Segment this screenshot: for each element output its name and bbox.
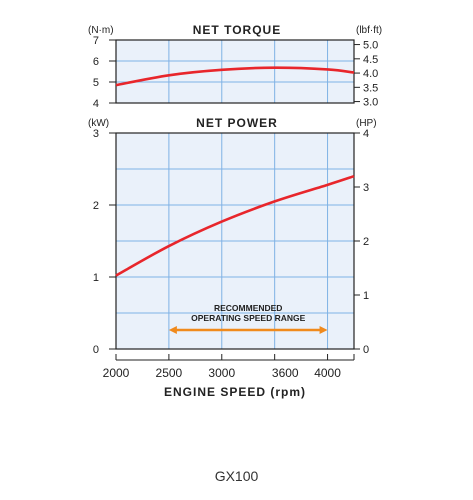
torque-right-tick-label: 5.0 xyxy=(363,40,378,52)
torque-left-tick-label: 4 xyxy=(93,98,99,110)
power-left-tick-label: 2 xyxy=(93,200,99,212)
torque-right-tick-label: 4.0 xyxy=(363,68,378,80)
x-tick-label: 4000 xyxy=(314,366,341,380)
torque-left-tick-label: 5 xyxy=(93,77,99,89)
torque-left-unit: (N·m) xyxy=(88,25,114,36)
torque-right-unit: (lbf·ft) xyxy=(356,25,382,36)
power-curve xyxy=(115,174,355,277)
operating-range-arrowhead-right xyxy=(319,326,328,334)
x-tick-label: 3600 xyxy=(272,366,299,380)
power-left-tick-label: 3 xyxy=(93,128,99,140)
power-title: NET POWER xyxy=(196,116,278,130)
power-right-tick-label: 2 xyxy=(363,236,369,248)
x-tick-label: 2500 xyxy=(156,366,183,380)
power-right-tick-label: 3 xyxy=(363,182,369,194)
model-label: GX100 xyxy=(214,468,259,484)
torque-title: NET TORQUE xyxy=(193,23,281,37)
torque-plot-area xyxy=(116,40,354,103)
x-tick-label: 2000 xyxy=(103,366,130,380)
torque-left-tick-label: 6 xyxy=(93,56,99,68)
torque-right-tick-label: 3.0 xyxy=(363,97,378,109)
annotation-line1: RECOMMENDED xyxy=(214,303,282,313)
power-right-unit: (HP) xyxy=(356,118,377,129)
torque-left-tick-label: 7 xyxy=(93,35,99,47)
power-left-tick-label: 0 xyxy=(93,344,99,356)
power-right-tick-label: 1 xyxy=(363,290,369,302)
operating-range-arrowhead-left xyxy=(168,326,177,334)
power-left-unit: (kW) xyxy=(88,118,109,129)
torque-right-tick-label: 4.5 xyxy=(363,54,378,66)
annotation-line2: OPERATING SPEED RANGE xyxy=(191,313,305,323)
power-left-tick-label: 1 xyxy=(93,272,99,284)
power-right-tick-label: 0 xyxy=(363,344,369,356)
power-right-tick-label: 4 xyxy=(363,128,369,140)
torque-right-tick-label: 3.5 xyxy=(363,82,378,94)
x-axis-label: ENGINE SPEED (rpm) xyxy=(164,385,306,399)
torque-curve xyxy=(115,66,355,87)
engine-performance-chart: NET TORQUE (N·m) (lbf·ft) 4 5 6 7 3.0 3.5 4.0 4.5 5… xyxy=(88,23,382,399)
x-tick-label: 3000 xyxy=(208,366,235,380)
